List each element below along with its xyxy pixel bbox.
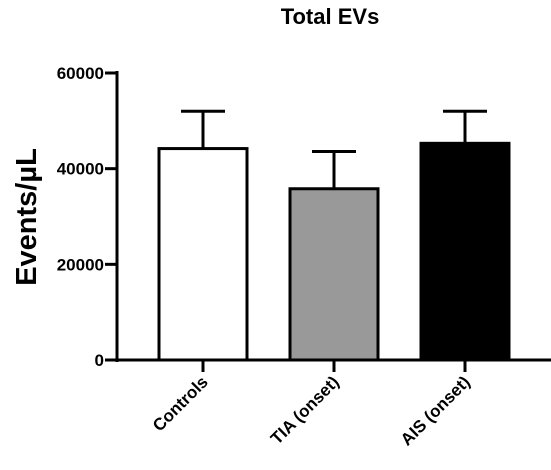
y-tick-label: 0 <box>95 351 104 370</box>
bar <box>419 141 511 362</box>
bar <box>288 187 380 362</box>
chart-title: Total EVs <box>281 4 380 29</box>
y-ticks: 0 20000 40000 60000 <box>57 64 117 370</box>
y-tick-label: 40000 <box>57 160 104 179</box>
y-axis-label: Events/µL <box>11 148 43 286</box>
bars <box>157 109 511 362</box>
bar <box>157 147 249 362</box>
x-tick-label: TIA (onset) <box>267 372 343 448</box>
y-tick-label: 20000 <box>57 255 104 274</box>
x-tick-label: Controls <box>149 372 212 435</box>
y-tick-label: 60000 <box>57 64 104 83</box>
x-tick-label: AIS (onset) <box>397 372 474 449</box>
x-ticks: Controls TIA (onset) AIS (onset) <box>149 360 474 449</box>
